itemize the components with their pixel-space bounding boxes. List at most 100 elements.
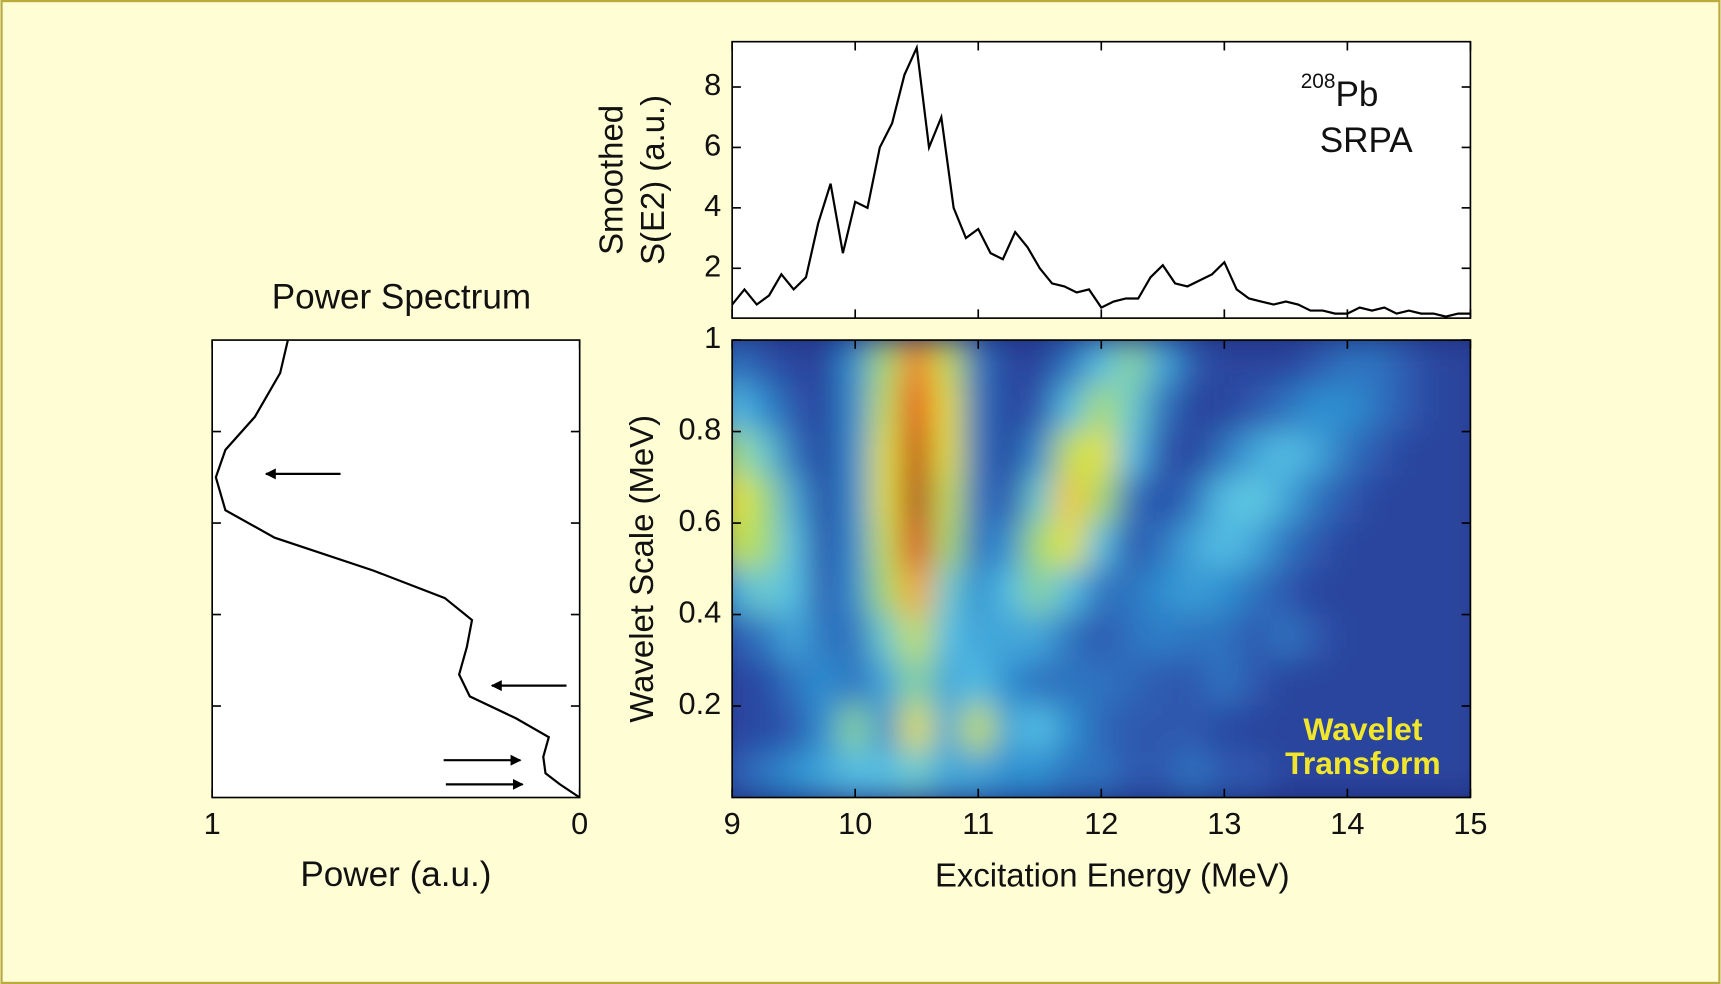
y-tick-label: 1 [704, 320, 721, 355]
heatmap-cell [870, 340, 902, 387]
heatmap-cell [1116, 568, 1148, 616]
heatmap-cell [900, 659, 933, 707]
annotation: Wavelet [1303, 711, 1422, 747]
heatmap-cell [900, 476, 933, 524]
heatmap-cell [1423, 385, 1456, 433]
heatmap-cell [962, 613, 995, 661]
heatmap-cell [1146, 705, 1179, 753]
heatmap-cell [808, 476, 841, 524]
heatmap-cell [1054, 568, 1087, 616]
heatmap-cell [1362, 385, 1395, 433]
heatmap-cell [1054, 659, 1087, 707]
heatmap-cell [1054, 751, 1087, 798]
annotation: Transform [1285, 745, 1441, 781]
heatmap-cell [1023, 385, 1056, 433]
heatmap-cell [1269, 751, 1302, 798]
heatmap-cell [1423, 613, 1456, 661]
heatmap-cell [1362, 522, 1395, 570]
heatmap-cell [931, 476, 964, 524]
heatmap-cell [1269, 431, 1302, 478]
heatmap-cell [1454, 705, 1471, 753]
heatmap-cell [1239, 340, 1272, 387]
heatmap-cell [1300, 659, 1333, 707]
chart-title: Power Spectrum [272, 278, 531, 317]
heatmap-cell [900, 613, 933, 661]
heatmap-cell [962, 476, 995, 524]
heatmap-cell [1116, 751, 1148, 798]
heatmap-cell [732, 476, 749, 524]
y-tick-label: 0.6 [678, 503, 721, 538]
heatmap-cell [732, 431, 749, 478]
heatmap-cell [1300, 340, 1333, 387]
heatmap-cell [777, 340, 810, 387]
heatmap-cell [1423, 476, 1456, 524]
chart-panel: 1 0 Power Spectrum Power (a.u.) [204, 278, 589, 894]
heatmap-cell [1423, 568, 1456, 616]
heatmap-cell [1392, 431, 1425, 478]
y-axis-label: S(E2) (a.u.) [634, 95, 671, 265]
heatmap-cell [839, 522, 872, 570]
heatmap-cell [1239, 705, 1272, 753]
arrows [264, 468, 567, 790]
heatmap-cell [1269, 522, 1302, 570]
heatmap-cell [1362, 751, 1395, 798]
heatmap-cell [1054, 340, 1087, 387]
heatmap-cell [1239, 613, 1272, 661]
heatmap-cell [962, 705, 995, 753]
heatmap-cell [808, 522, 841, 570]
heatmap-cell [1085, 522, 1118, 570]
heatmap-cell [1146, 568, 1179, 616]
heatmap-cell [870, 659, 902, 707]
heatmap-cell [1054, 613, 1087, 661]
heatmap-cell [1023, 705, 1056, 753]
heatmap-cell [931, 340, 964, 387]
heatmap-cell [1300, 751, 1333, 798]
heatmap-cell [1392, 385, 1425, 433]
heatmap-cell [777, 431, 810, 478]
heatmap-cell [1269, 340, 1302, 387]
heatmap-cell [1208, 431, 1241, 478]
heatmap-cell [1116, 476, 1148, 524]
heatmap-cell [746, 522, 779, 570]
heatmap-cell [962, 522, 995, 570]
heatmap-cell [1239, 659, 1272, 707]
heatmap-cell [1177, 659, 1210, 707]
heatmap-cell [746, 476, 779, 524]
heatmap-cell [1454, 613, 1471, 661]
heatmap-cell [1177, 613, 1210, 661]
heatmap-cell [1423, 340, 1456, 387]
heatmap-cell [839, 659, 872, 707]
heatmap-cell [1454, 659, 1471, 707]
heatmap-cell [1146, 476, 1179, 524]
y-axis-label: Wavelet Scale (MeV) [623, 415, 660, 723]
heatmap-cell [1454, 431, 1471, 478]
heatmap-cell [900, 705, 933, 753]
heatmap-cell [1116, 705, 1148, 753]
nucleus-mass: 208 [1301, 70, 1336, 93]
heatmap-cell [1085, 705, 1118, 753]
heatmap-cell [808, 385, 841, 433]
heatmap-cell [839, 476, 872, 524]
heatmap-cell [993, 431, 1025, 478]
x-tick-label: 10 [838, 806, 872, 841]
heatmap-cell [746, 705, 779, 753]
heatmap-cell [900, 340, 933, 387]
heatmap-cell [777, 751, 810, 798]
heatmap-cell [1146, 522, 1179, 570]
heatmap-cell [1392, 613, 1425, 661]
heatmap-cell [1392, 568, 1425, 616]
heatmap-cell [1362, 659, 1395, 707]
heatmap-cell [1208, 522, 1241, 570]
heatmap-cell [931, 431, 964, 478]
heatmap-cell [746, 340, 779, 387]
heatmap-cell [1023, 568, 1056, 616]
heatmap-cell [1239, 751, 1272, 798]
heatmap-cell [1023, 476, 1056, 524]
heatmap-cell [1362, 431, 1395, 478]
heatmap-cell [931, 613, 964, 661]
plot-frame [731, 40, 1472, 319]
heatmap-cell [1300, 613, 1333, 661]
heatmap-cell [732, 613, 749, 661]
heatmap-cell [1454, 476, 1471, 524]
